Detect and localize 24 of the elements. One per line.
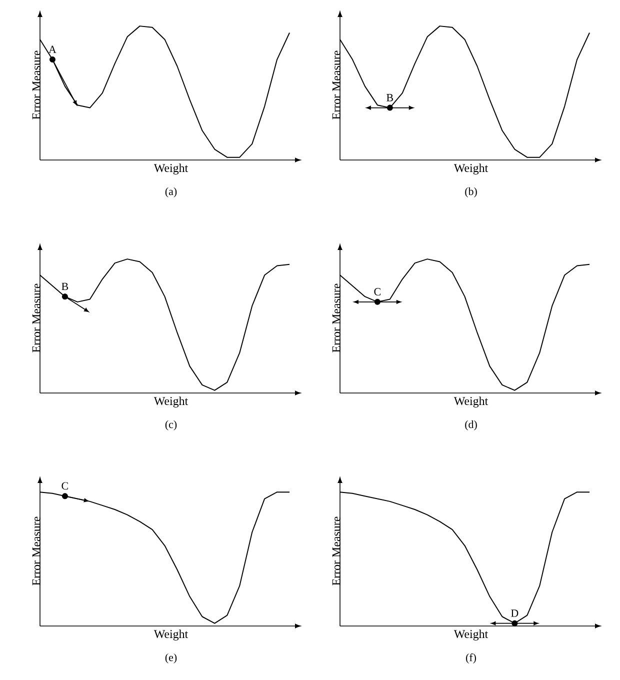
x-axis-title: Weight: [454, 164, 488, 175]
text: (f): [466, 653, 476, 664]
y-axis-title: Error Measure: [332, 50, 340, 120]
annotation: B: [62, 282, 68, 290]
y-axis-title: Error Measure: [32, 50, 40, 120]
text: (b): [465, 187, 477, 198]
annotation: A: [48, 46, 56, 54]
annotation: D: [511, 610, 518, 617]
text: (a): [165, 187, 177, 198]
y-axis-title: Error Measure: [332, 516, 340, 586]
x-axis-title: Weight: [454, 630, 488, 641]
x-axis-title: Weight: [154, 164, 188, 175]
y-axis-title: Error Measure: [332, 284, 340, 352]
x-axis-title: Weight: [154, 396, 188, 408]
x-axis-title: Weight: [454, 396, 488, 408]
annotation: B: [386, 94, 394, 102]
annotation: C: [374, 288, 380, 296]
text: (e): [165, 653, 177, 664]
x-axis-title: Weight: [154, 630, 188, 641]
annotation: C: [62, 482, 68, 490]
text: (c): [165, 420, 177, 430]
y-axis-title: Error Measure: [32, 516, 40, 586]
text: (d): [465, 420, 477, 430]
y-axis-title: Error Measure: [32, 284, 40, 352]
